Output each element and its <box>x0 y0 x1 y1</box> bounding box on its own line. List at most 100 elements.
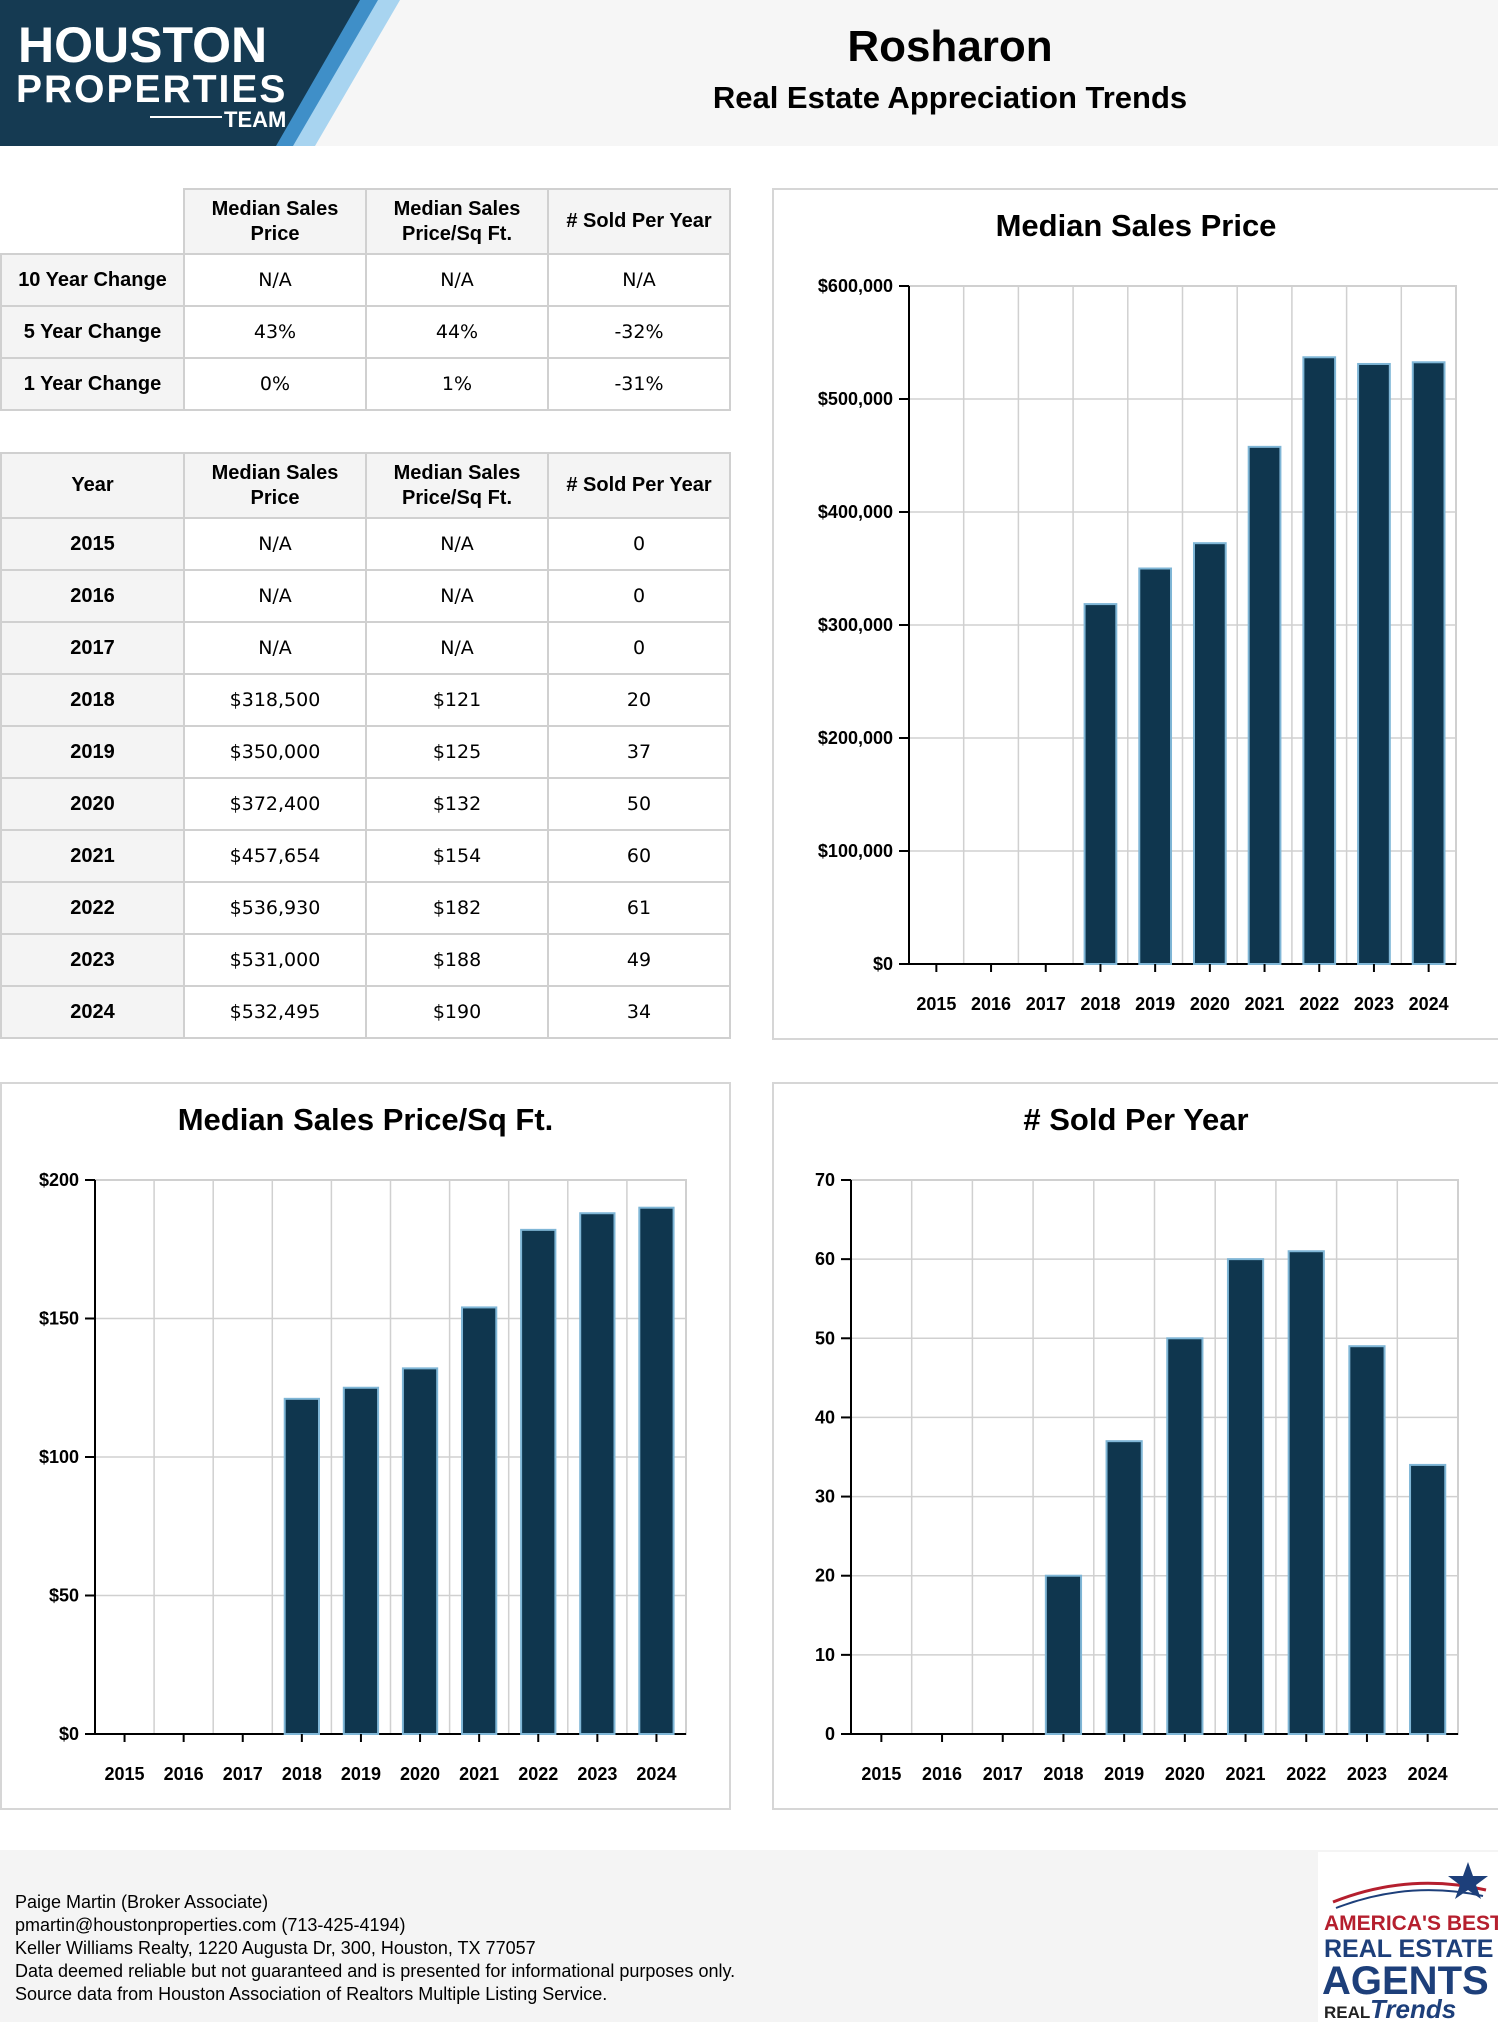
col-header-sqft-text: Median Sales Price/Sq Ft. <box>393 461 521 509</box>
cell-sqft: N/A <box>365 517 549 571</box>
footer-disclaimer: Data deemed reliable but not guaranteed … <box>15 1961 736 1981</box>
footer-contact: pmartin@houstonproperties.com (713-425-4… <box>15 1915 406 1935</box>
change-table: Median Sales Price Median Sales Price/Sq… <box>0 188 731 411</box>
chart-title: Median Sales Price/Sq Ft. <box>177 1102 554 1137</box>
x-tick-label: 2015 <box>105 1764 145 1784</box>
bar-2019 <box>1105 1440 1143 1735</box>
table-row: 5 Year Change 43% 44% -32% <box>0 305 731 359</box>
median-price-sqft-chart-panel: Median Sales Price/Sq Ft. $0 $50 $100 $150 $… <box>0 1082 731 1810</box>
col-header-year: Year <box>0 452 185 519</box>
table-row: 2019 $350,000 $125 37 <box>0 725 731 779</box>
chart-title: # Sold Per Year <box>1023 1102 1249 1137</box>
page-footer: Paige Martin (Broker Associate) pmartin@… <box>0 1850 1498 2022</box>
cell-year: 2020 <box>0 777 185 831</box>
cell-sold: N/A <box>547 253 731 307</box>
col-header-price-text: Median Sales Price <box>211 197 339 245</box>
cell-price: $531,000 <box>183 933 367 987</box>
y-tick-label: 40 <box>815 1407 835 1427</box>
y-tick-label: $50 <box>49 1586 79 1606</box>
bar-2023 <box>1348 1345 1386 1735</box>
cell-sqft: $190 <box>365 985 549 1039</box>
cell-sqft: 1% <box>365 357 549 411</box>
cell-sqft: $121 <box>365 673 549 727</box>
table-row: 2015 N/A N/A 0 <box>0 517 731 571</box>
table-row: 2024 $532,495 $190 34 <box>0 985 731 1039</box>
x-tick-label: 2021 <box>1245 994 1285 1014</box>
y-tick-label: 20 <box>815 1566 835 1586</box>
y-tick-label: $500,000 <box>818 389 893 409</box>
col-header-sold: # Sold Per Year <box>547 452 731 519</box>
cell-price: $372,400 <box>183 777 367 831</box>
cell-sold: -32% <box>547 305 731 359</box>
table-row: 2022 $536,930 $182 61 <box>0 881 731 935</box>
cell-sold: 49 <box>547 933 731 987</box>
cell-price: 43% <box>183 305 367 359</box>
table-row: 2020 $372,400 $132 50 <box>0 777 731 831</box>
col-header-sqft: Median Sales Price/Sq Ft. <box>365 452 549 519</box>
y-tick-label: $600,000 <box>818 276 893 296</box>
cell-price: $532,495 <box>183 985 367 1039</box>
x-tick-label: 2016 <box>164 1764 204 1784</box>
x-tick-label: 2017 <box>223 1764 263 1784</box>
col-header-price: Median Sales Price <box>183 452 367 519</box>
y-tick-label: 60 <box>815 1249 835 1269</box>
bar-2023 <box>1357 362 1391 966</box>
y-tick-label: $150 <box>39 1309 79 1329</box>
cell-sold: 60 <box>547 829 731 883</box>
bar-2022 <box>520 1228 557 1736</box>
footer-agent-name: Paige Martin (Broker Associate) <box>15 1892 269 1912</box>
table-row: 2016 N/A N/A 0 <box>0 569 731 623</box>
cell-price: 0% <box>183 357 367 411</box>
page-title: Rosharon <box>847 22 1053 71</box>
median-sales-price-chart-panel: Median Sales Price $0 $100,000 $200,000 $30… <box>772 188 1498 1040</box>
page-header: HOUSTON PROPERTIES TEAM Rosharon Real Es… <box>0 0 1498 146</box>
bar-2024 <box>1409 1463 1447 1735</box>
col-header-sqft: Median Sales Price/Sq Ft. <box>365 188 549 255</box>
badge-line3: AGENTS <box>1322 1959 1489 2003</box>
bar-2019 <box>1138 567 1173 965</box>
y-tick-label: $0 <box>59 1724 79 1744</box>
cell-price: $350,000 <box>183 725 367 779</box>
y-tick-label: $200 <box>39 1170 79 1190</box>
cell-sqft: N/A <box>365 253 549 307</box>
cell-sold: 0 <box>547 517 731 571</box>
bar-2020 <box>401 1367 439 1735</box>
x-tick-label: 2016 <box>971 994 1011 1014</box>
cell-sold: 61 <box>547 881 731 935</box>
row-label: 1 Year Change <box>0 357 185 411</box>
cell-year: 2019 <box>0 725 185 779</box>
cell-year: 2021 <box>0 829 185 883</box>
footer-address: Keller Williams Realty, 1220 Augusta Dr,… <box>15 1938 536 1958</box>
cell-sold: 34 <box>547 985 731 1039</box>
bar-2022 <box>1287 1250 1325 1735</box>
col-header-sold-text: # Sold Per Year <box>566 210 712 232</box>
blank-header-cell <box>1 189 185 255</box>
x-tick-label: 2016 <box>922 1764 962 1784</box>
x-tick-label: 2018 <box>1043 1764 1083 1784</box>
cell-sqft: $188 <box>365 933 549 987</box>
badge-line2: REAL ESTATE <box>1324 1935 1493 1963</box>
row-label: 5 Year Change <box>0 305 185 359</box>
cell-year: 2018 <box>0 673 185 727</box>
bar-2021 <box>1226 1258 1265 1735</box>
x-tick-label: 2024 <box>636 1764 676 1784</box>
row-label: 10 Year Change <box>0 253 185 307</box>
logo-line2: PROPERTIES <box>16 68 287 111</box>
star-icon <box>1448 1862 1488 1899</box>
y-tick-label: $100,000 <box>818 841 893 861</box>
x-tick-label: 2017 <box>1026 994 1066 1014</box>
x-tick-label: 2024 <box>1408 1764 1448 1784</box>
x-tick-label: 2015 <box>861 1764 901 1784</box>
y-tick-label: 50 <box>815 1328 835 1348</box>
cell-year: 2022 <box>0 881 185 935</box>
cell-sold: 50 <box>547 777 731 831</box>
sold-per-year-chart: 0 10 20 30 40 50 60 70 2015 2016 2017 2018 2019 2020 2… <box>815 1170 1459 1784</box>
badge-line1: AMERICA'S BEST <box>1324 1912 1498 1935</box>
y-tick-label: $200,000 <box>818 728 893 748</box>
year-table: Year Median Sales Price Median Sales Pri… <box>0 452 731 1039</box>
logo-line3: TEAM <box>224 107 286 132</box>
x-tick-label: 2018 <box>1080 994 1120 1014</box>
y-tick-label: 30 <box>815 1487 835 1507</box>
bar-2023 <box>579 1212 616 1736</box>
bar-2021 <box>1247 445 1282 966</box>
